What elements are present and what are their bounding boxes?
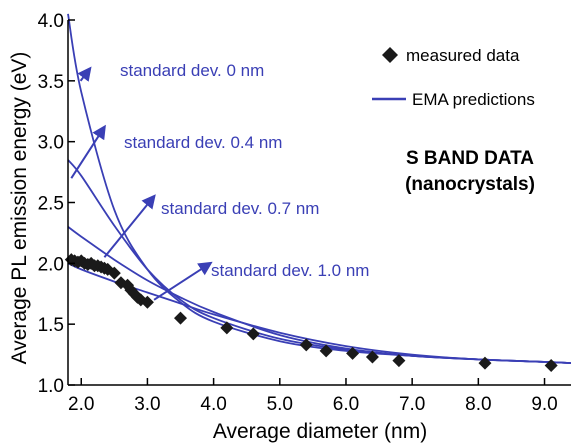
x-tick-label: 4.0: [200, 394, 226, 415]
data-point: [319, 344, 333, 358]
band-label-title: S BAND DATA: [406, 148, 534, 169]
x-tick-label: 7.0: [399, 394, 425, 415]
annotation-arrow-1: [70, 124, 106, 179]
data-point: [107, 266, 121, 280]
data-point: [365, 350, 379, 364]
data-point: [478, 356, 492, 370]
y-tick-label: 4.0: [38, 11, 64, 32]
data-point: [346, 346, 360, 360]
measured-points: [64, 253, 558, 373]
y-tick-label: 1.5: [38, 315, 64, 336]
data-point: [140, 295, 154, 309]
legend-diamond-marker: [382, 47, 398, 63]
x-tick-label: 3.0: [134, 394, 160, 415]
y-tick-label: 3.5: [38, 72, 64, 93]
y-tick-label: 3.0: [38, 133, 64, 154]
data-point: [392, 354, 406, 368]
x-tick-label: 2.0: [68, 394, 94, 415]
y-axis-title: Average PL emission energy (eV): [8, 52, 31, 365]
y-tick-label: 2.5: [38, 194, 64, 215]
x-tick-label: 8.0: [465, 394, 491, 415]
annotation-arrow-2: [103, 194, 156, 258]
annotation-sd-0: standard dev. 0 nm: [120, 61, 264, 80]
x-tick-label: 5.0: [267, 394, 293, 415]
annotation-arrows: [70, 66, 213, 301]
data-point: [544, 359, 558, 373]
annotation-arrow-0: [77, 66, 92, 82]
data-point: [246, 327, 260, 341]
y-tick-label: 2.0: [38, 254, 64, 275]
data-point: [174, 311, 188, 325]
data-point: [299, 338, 313, 352]
legend-label-measured: measured data: [406, 46, 520, 65]
data-point: [220, 321, 234, 335]
legend-label-ema: EMA predictions: [412, 90, 535, 109]
annotation-sd-1.0: standard dev. 1.0 nm: [211, 261, 369, 280]
x-tick-label: 9.0: [531, 394, 557, 415]
x-tick-label: 6.0: [333, 394, 359, 415]
band-label-subtitle: (nanocrystals): [405, 174, 535, 195]
legend: measured data EMA predictions: [372, 46, 535, 109]
x-axis-title: Average diameter (nm): [213, 420, 427, 443]
annotation-sd-0.4: standard dev. 0.4 nm: [124, 133, 282, 152]
x-ticks: 2.0 3.0 4.0 5.0 6.0 7.0 8.0 9.0: [68, 378, 558, 415]
y-tick-label: 1.0: [38, 376, 64, 397]
annotation-arrow-3: [153, 261, 213, 301]
ema-curve-sd-2: [67, 226, 571, 364]
y-ticks: 1.0 1.5 2.0 2.5 3.0 3.5 4.0: [38, 11, 75, 397]
annotation-sd-0.7: standard dev. 0.7 nm: [161, 199, 319, 218]
data-point: [121, 278, 135, 292]
